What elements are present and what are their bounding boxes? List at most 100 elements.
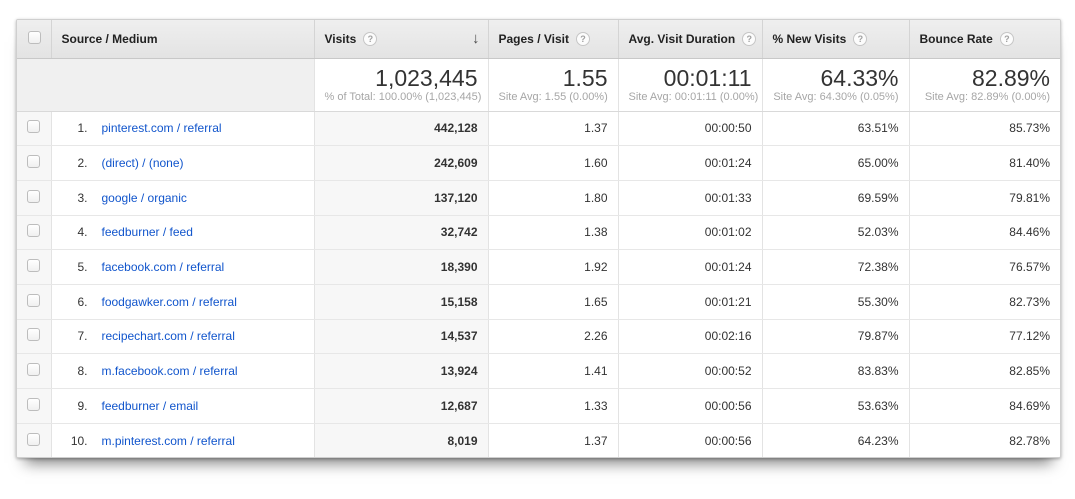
new-visits-value: 69.59%: [761, 180, 909, 216]
row-rank: 3.: [77, 190, 88, 205]
visits-value: 15,158: [313, 284, 488, 320]
avg-visit-duration-value: 00:02:16: [617, 319, 762, 355]
source-medium-link[interactable]: foodgawker.com / referral: [101, 294, 237, 309]
row-checkbox[interactable]: [27, 397, 41, 411]
row-checkbox[interactable]: [27, 259, 41, 273]
row-checkbox-cell: [17, 284, 51, 320]
row-checkbox-cell: [17, 180, 51, 216]
row-checkbox[interactable]: [27, 189, 41, 203]
avg-visit-duration-value: 00:00:52: [617, 353, 762, 389]
select-all-checkbox[interactable]: [28, 30, 42, 44]
row-checkbox[interactable]: [27, 155, 41, 169]
source-medium-cell: 1. pinterest.com / referral: [50, 111, 314, 147]
pages-per-visit-value: 1.92: [487, 249, 618, 285]
bounce-rate-value: 84.46%: [908, 215, 1060, 251]
avg-visit-duration-value: 00:01:24: [617, 249, 762, 285]
source-medium-cell: 8. m.facebook.com / referral: [50, 353, 314, 389]
column-label: Avg. Visit Duration: [628, 31, 736, 46]
source-medium-table: Source / Medium Visits ? ↓ Pages / Visit…: [17, 20, 1060, 457]
row-checkbox[interactable]: [27, 120, 41, 134]
table-row: 7. recipechart.com / referral 14,537 2.26…: [17, 319, 1060, 355]
column-header-new-visits[interactable]: % New Visits ?: [761, 20, 909, 59]
row-checkbox-cell: [17, 145, 51, 181]
pct-new-visits-subtext: Site Avg: 64.30% (0.05%): [773, 91, 899, 103]
help-icon[interactable]: ?: [999, 31, 1014, 46]
new-visits-value: 53.63%: [761, 388, 909, 424]
column-header-pages-per-visit[interactable]: Pages / Visit ?: [487, 20, 618, 59]
column-label: Bounce Rate: [919, 31, 993, 46]
pages-per-visit-value: 1.65: [487, 284, 618, 320]
row-checkbox-cell: [17, 319, 51, 355]
totals-summary-row: 1,023,445 % of Total: 100.00% (1,023,445…: [17, 58, 1060, 112]
row-checkbox-cell: [17, 423, 51, 457]
column-header-visits[interactable]: Visits ? ↓: [313, 20, 488, 59]
column-header-avg-visit-duration[interactable]: Avg. Visit Duration ?: [617, 20, 762, 59]
avg-pages-subtext: Site Avg: 1.55 (0.00%): [498, 91, 608, 103]
source-medium-link[interactable]: m.pinterest.com / referral: [101, 433, 235, 448]
column-header-source-medium[interactable]: Source / Medium: [50, 20, 314, 59]
help-icon[interactable]: ?: [575, 31, 590, 46]
pages-per-visit-value: 2.26: [487, 319, 618, 355]
source-medium-link[interactable]: pinterest.com / referral: [101, 121, 222, 136]
new-visits-value: 65.00%: [761, 145, 909, 181]
source-medium-link[interactable]: m.facebook.com / referral: [101, 364, 238, 379]
source-medium-cell: 9. feedburner / email: [50, 388, 314, 424]
column-label: % New Visits: [772, 31, 847, 46]
source-medium-link[interactable]: feedburner / email: [101, 398, 199, 413]
bounce-rate: 82.89%: [971, 65, 1050, 91]
column-header-bounce-rate[interactable]: Bounce Rate ?: [908, 20, 1060, 59]
bounce-rate-value: 81.40%: [908, 145, 1060, 181]
help-icon[interactable]: ?: [742, 31, 757, 46]
select-all-header-cell: [17, 20, 51, 59]
new-visits-value: 52.03%: [761, 215, 909, 251]
table-header-row: Source / Medium Visits ? ↓ Pages / Visit…: [17, 20, 1060, 59]
row-checkbox-cell: [17, 215, 51, 251]
source-medium-cell: 5. facebook.com / referral: [50, 249, 314, 285]
bounce-rate-value: 76.57%: [908, 249, 1060, 285]
row-rank: 4.: [77, 225, 88, 240]
source-medium-link[interactable]: recipechart.com / referral: [101, 329, 235, 344]
avg-visit-duration-value: 00:01:21: [617, 284, 762, 320]
avg-pages-per-visit: 1.55: [562, 65, 608, 91]
new-visits-value: 79.87%: [761, 319, 909, 355]
source-medium-cell: 6. foodgawker.com / referral: [50, 284, 314, 320]
row-rank: 7.: [77, 329, 88, 344]
avg-visit-duration-value: 00:00:56: [617, 388, 762, 424]
visits-value: 13,924: [313, 353, 488, 389]
row-rank: 2.: [77, 156, 88, 171]
visits-value: 442,128: [313, 111, 488, 147]
bounce-rate-value: 84.69%: [908, 388, 1060, 424]
total-visits: 1,023,445: [375, 65, 478, 91]
visits-value: 12,687: [313, 388, 488, 424]
row-checkbox-cell: [17, 249, 51, 285]
source-medium-link[interactable]: (direct) / (none): [101, 156, 184, 171]
help-icon[interactable]: ?: [853, 31, 868, 46]
row-checkbox[interactable]: [27, 328, 41, 342]
summary-pages-cell: 1.55 Site Avg: 1.55 (0.00%): [487, 58, 618, 112]
source-medium-link[interactable]: google / organic: [101, 190, 187, 205]
row-checkbox[interactable]: [27, 363, 41, 377]
row-checkbox[interactable]: [27, 224, 41, 238]
table-row: 9. feedburner / email 12,687 1.33 00:00:5…: [17, 388, 1060, 424]
pct-new-visits: 64.33%: [820, 65, 899, 91]
row-checkbox[interactable]: [27, 432, 41, 446]
sort-descending-icon: ↓: [472, 30, 480, 48]
table-row: 5. facebook.com / referral 18,390 1.92 00…: [17, 249, 1060, 285]
source-medium-link[interactable]: facebook.com / referral: [101, 260, 225, 275]
table-row: 2. (direct) / (none) 242,609 1.60 00:01:2…: [17, 145, 1060, 181]
source-medium-link[interactable]: feedburner / feed: [101, 225, 193, 240]
row-checkbox[interactable]: [27, 293, 41, 307]
source-medium-cell: 3. google / organic: [50, 180, 314, 216]
row-rank: 5.: [77, 260, 88, 275]
summary-visits-cell: 1,023,445 % of Total: 100.00% (1,023,445…: [313, 58, 488, 112]
row-rank: 8.: [77, 364, 88, 379]
visits-value: 8,019: [313, 423, 488, 457]
table-row: 8. m.facebook.com / referral 13,924 1.41 …: [17, 353, 1060, 389]
table-row: 10. m.pinterest.com / referral 8,019 1.37…: [17, 423, 1060, 457]
source-medium-cell: 7. recipechart.com / referral: [50, 319, 314, 355]
analytics-table-card: Source / Medium Visits ? ↓ Pages / Visit…: [16, 19, 1061, 458]
help-icon[interactable]: ?: [363, 31, 378, 46]
total-visits-subtext: % of Total: 100.00% (1,023,445): [324, 91, 482, 103]
bounce-rate-subtext: Site Avg: 82.89% (0.00%): [924, 91, 1050, 103]
source-medium-cell: 2. (direct) / (none): [50, 145, 314, 181]
